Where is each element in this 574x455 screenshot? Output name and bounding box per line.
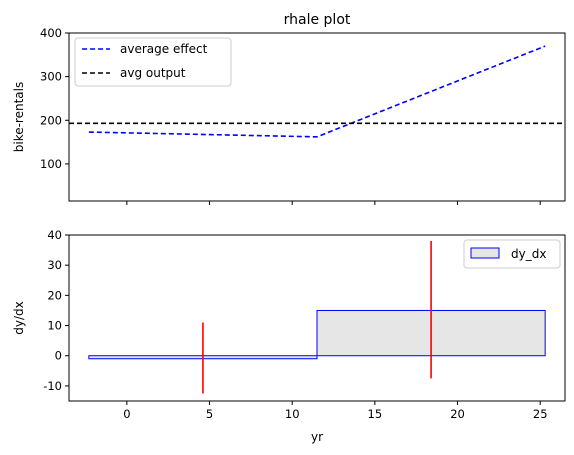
- bottom-ytick-label: 20: [47, 288, 62, 302]
- legend-average-effect-label: average effect: [120, 42, 208, 56]
- top-legend: average effect avg output: [74, 37, 232, 87]
- top-x-ticks: [126, 201, 541, 205]
- bottom-bars: [88, 309, 546, 360]
- bottom-xtick-label: 25: [533, 407, 548, 421]
- top-ytick-label: 100: [40, 157, 62, 171]
- bottom-x-axis-label: yr: [311, 430, 323, 444]
- top-ytick-label: 400: [40, 26, 62, 40]
- top-axes: rhale plot 100 200 300 400 bike-rentals ave…: [12, 12, 566, 205]
- bottom-ytick-label: -10: [43, 379, 62, 393]
- bottom-xtick-label: 0: [123, 407, 130, 421]
- top-title: rhale plot: [284, 12, 351, 28]
- top-ytick-label: 300: [40, 70, 62, 84]
- bottom-legend-box: [463, 239, 561, 269]
- top-y-ticks: 100 200 300 400: [40, 26, 69, 171]
- bottom-ytick-label: 0: [55, 349, 62, 363]
- bottom-xtick-label: 5: [206, 407, 213, 421]
- bottom-axes: -10 0 10 20 30 40 0 5 10 15 20 25 dy/dx yr dy_dx: [12, 228, 566, 444]
- bottom-ytick-label: 10: [47, 319, 62, 333]
- legend-dy-dx-swatch: [470, 247, 500, 259]
- bottom-error-bars: [202, 241, 432, 394]
- bottom-ytick-label: 40: [47, 228, 62, 242]
- bottom-xtick-label: 20: [450, 407, 465, 421]
- top-ytick-label: 200: [40, 113, 62, 127]
- bottom-plot-frame: [68, 234, 566, 402]
- bottom-x-ticks: 0 5 10 15 20 25: [123, 401, 548, 421]
- top-y-axis-label: bike-rentals: [12, 82, 26, 153]
- legend-avg-output-label: avg output: [120, 66, 186, 80]
- legend-dy-dx-label: dy_dx: [511, 247, 546, 261]
- bottom-legend: dy_dx: [463, 239, 561, 269]
- bottom-y-axis-label: dy/dx: [12, 301, 26, 334]
- bottom-y-ticks: -10 0 10 20 30 40: [43, 228, 69, 393]
- bottom-xtick-label: 10: [285, 407, 300, 421]
- bottom-ytick-label: 30: [47, 258, 62, 272]
- top-legend-box: [74, 37, 232, 87]
- average-effect-line: [88, 45, 546, 138]
- top-series: [69, 45, 565, 138]
- top-plot-frame: [68, 32, 566, 202]
- bottom-xtick-label: 15: [368, 407, 383, 421]
